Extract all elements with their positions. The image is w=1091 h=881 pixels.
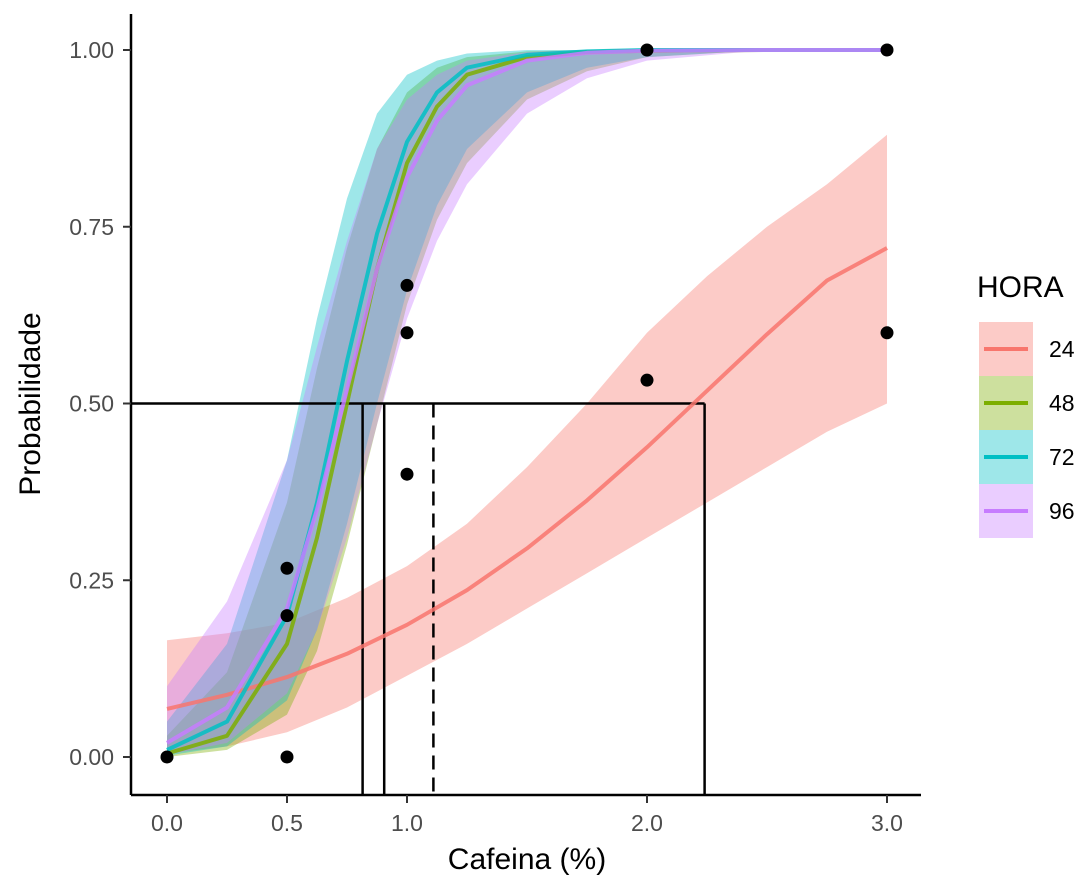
x-axis-title: Cafeina (%)	[448, 843, 606, 876]
x-tick-label: 0.5	[271, 810, 303, 836]
x-tick-label: 0.0	[151, 810, 183, 836]
legend-label: 48	[1049, 390, 1075, 416]
x-tick-label: 1.0	[391, 810, 423, 836]
x-tick-label: 3.0	[871, 810, 903, 836]
data-point	[640, 43, 654, 57]
data-point	[280, 609, 294, 623]
y-tick-label: 1.00	[69, 37, 114, 63]
data-point	[160, 750, 174, 764]
legend-label: 24	[1049, 336, 1075, 362]
fit-line-24	[166, 246, 888, 711]
observed-points	[160, 43, 894, 764]
y-tick-label: 0.25	[69, 567, 114, 593]
y-tick-label: 0.75	[69, 214, 114, 240]
fitted-lines	[165, 48, 888, 756]
data-point	[400, 467, 414, 481]
data-point	[280, 561, 294, 575]
data-point	[880, 326, 894, 340]
data-point	[280, 750, 294, 764]
x-tick-label: 2.0	[631, 810, 663, 836]
ci-band-72	[167, 50, 887, 756]
legend-item-96: 96	[979, 484, 1075, 538]
y-axis-title: Probabilidade	[14, 312, 47, 495]
reference-lines	[131, 402, 706, 795]
legend-label: 96	[1049, 498, 1075, 524]
ci-band-24	[167, 134, 887, 754]
y-tick-label: 0.50	[69, 391, 114, 417]
data-point	[400, 278, 414, 292]
data-point	[640, 373, 654, 387]
legend: HORA 24 48 72 96	[977, 271, 1075, 538]
data-point	[880, 43, 894, 57]
axis-ticks: 0.0 0.5 1.0 2.0 3.0 0.00 0.25 0.50 0.75 1.00	[69, 37, 903, 836]
fit-line-96	[165, 48, 887, 745]
legend-item-24: 24	[979, 322, 1075, 376]
legend-label: 72	[1049, 444, 1075, 470]
legend-title: HORA	[977, 271, 1064, 304]
y-tick-label: 0.00	[69, 744, 114, 770]
data-point	[400, 326, 414, 340]
legend-item-72: 72	[979, 430, 1075, 484]
legend-item-48: 48	[979, 376, 1075, 430]
